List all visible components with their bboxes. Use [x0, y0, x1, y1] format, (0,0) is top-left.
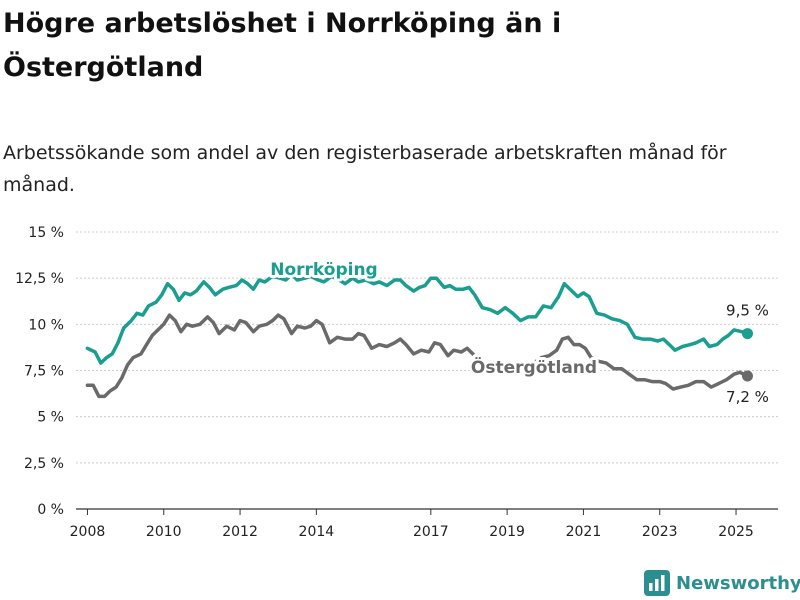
x-tick-label: 2010 — [146, 524, 182, 540]
chart-title: Högre arbetslöshet i Norrköping än i Öst… — [3, 8, 562, 83]
x-tick-label: 2025 — [718, 524, 754, 540]
y-tick-label: 12,5 % — [15, 271, 64, 287]
y-tick-label: 15 % — [28, 225, 64, 241]
x-tick-label: 2014 — [299, 524, 335, 540]
x-tick-label: 2017 — [413, 524, 449, 540]
series-labels: Norrköping Östergötland 9,5 % 7,2 % — [267, 257, 772, 409]
y-tick-label: 2,5 % — [24, 456, 64, 472]
grid-lines — [76, 231, 778, 510]
y-axis-ticks: 0 % 2,5 % 5 % 7,5 % 10 % 12,5 % 15 % — [15, 225, 64, 518]
series-label-ostergotland: Östergötland — [471, 356, 597, 378]
x-tick-label: 2008 — [70, 524, 106, 540]
x-tick-label: 2023 — [642, 524, 678, 540]
y-tick-label: 7,5 % — [24, 364, 64, 380]
chart-subtitle: Arbetssökande som andel av den registerb… — [3, 142, 727, 196]
y-tick-label: 0 % — [37, 502, 64, 518]
series-label-norrkoping: Norrköping — [270, 260, 377, 280]
series-end-point — [741, 370, 753, 382]
brand-logo: Newsworthy — [644, 568, 800, 598]
series-line-ostergotland — [85, 313, 750, 399]
series-lines — [85, 272, 753, 399]
y-tick-label: 10 % — [28, 317, 64, 333]
brand-name: Newsworthy — [676, 572, 800, 594]
series-line-norrkoping — [85, 272, 750, 365]
x-tick-label: 2012 — [222, 524, 258, 540]
series-end-point — [741, 328, 753, 340]
x-axis-ticks: 2008 2010 2012 2014 2017 2019 2021 2023 2025 — [70, 509, 754, 540]
y-tick-label: 5 % — [37, 410, 64, 426]
end-value-label-ostergotland: 7,2 % — [726, 388, 769, 406]
end-value-label-norrkoping: 9,5 % — [726, 302, 769, 320]
x-tick-label: 2021 — [566, 524, 602, 540]
newsworthy-logo-icon — [644, 570, 670, 596]
x-tick-label: 2019 — [489, 524, 525, 540]
